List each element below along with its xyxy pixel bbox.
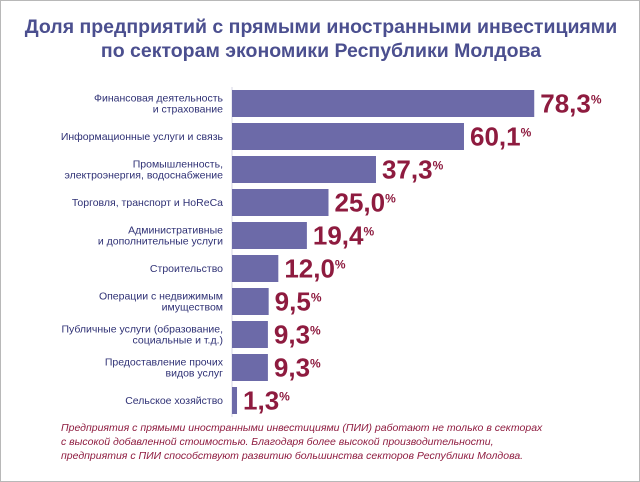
- category-label-6: Операции с недвижимым имуществом: [99, 291, 223, 314]
- value-label-8: 9,3%: [274, 353, 321, 383]
- value-label-2: 37,3%: [382, 155, 444, 185]
- bar-8: [232, 354, 268, 381]
- footnote-line-2: с высокой добавленной стоимостью. Благод…: [61, 436, 494, 448]
- bar-4: [232, 222, 307, 249]
- chart-title-line-2: по секторам экономики Республики Молдова: [100, 40, 542, 62]
- category-label-8: Предоставление прочих видов услуг: [105, 357, 224, 380]
- value-label-3: 25,0%: [335, 188, 397, 218]
- category-label-2: Промышленность, электроэнергия, водоснабж…: [64, 159, 223, 182]
- bar-0: [232, 90, 535, 117]
- bar-3: [232, 189, 329, 216]
- bar-1: [232, 123, 464, 150]
- chart-title: Доля предприятий с прямыми иностранными …: [1, 15, 640, 63]
- category-label-3: Торговля, транспорт и HoReCa: [72, 197, 223, 209]
- bar-5: [232, 255, 279, 282]
- bar-2: [232, 156, 376, 183]
- footnote-line-1: Предприятия с прямыми иностранными инвес…: [61, 422, 543, 434]
- category-label-0: Финансовая деятельность и страхование: [94, 93, 224, 116]
- category-label-9: Сельское хозяйство: [125, 395, 223, 407]
- value-label-6: 9,5%: [275, 287, 322, 317]
- bar-6: [232, 288, 269, 315]
- category-label-7: Публичные услуги (образование, социальные…: [61, 324, 223, 347]
- footnote: Предприятия с прямыми иностранными инвес…: [61, 421, 581, 463]
- category-label-4: Административные и дополнительные услуги: [98, 225, 223, 248]
- value-label-7: 9,3%: [274, 320, 321, 350]
- value-label-5: 12,0%: [284, 254, 346, 284]
- value-label-9: 1,3%: [243, 386, 290, 416]
- value-label-4: 19,4%: [313, 221, 375, 251]
- chart-title-line-1: Доля предприятий с прямыми иностранными …: [24, 16, 618, 38]
- value-label-0: 78,3%: [540, 89, 602, 119]
- bar-7: [232, 321, 268, 348]
- value-label-1: 60,1%: [470, 122, 532, 152]
- footnote-line-3: предприятия с ПИИ способствуют развитию …: [61, 450, 524, 462]
- bar-9: [232, 387, 238, 414]
- category-label-5: Строительство: [150, 263, 223, 275]
- category-label-1: Информационные услуги и связь: [61, 131, 224, 143]
